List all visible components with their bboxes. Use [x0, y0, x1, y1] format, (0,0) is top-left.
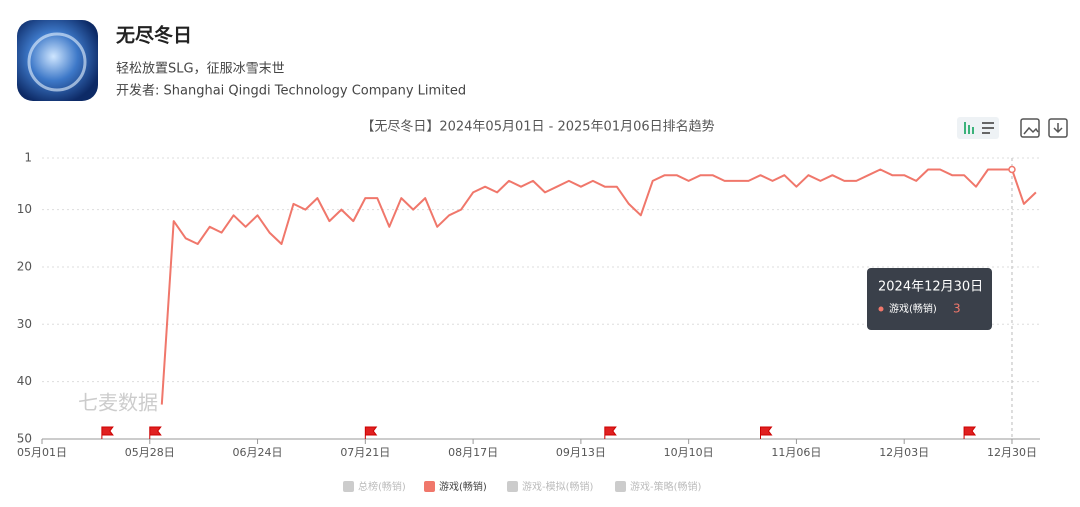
y-tick-label: 1 [24, 151, 32, 165]
x-tick-label: 12月30日 [987, 446, 1037, 459]
tooltip-dot [878, 306, 884, 312]
x-tick-label: 05月28日 [125, 446, 175, 459]
y-tick-label: 30 [17, 317, 32, 331]
y-tick-label: 10 [17, 202, 32, 216]
hover-point [1008, 165, 1016, 174]
x-tick-label: 11月06日 [771, 446, 821, 459]
x-tick-label: 10月10日 [664, 446, 714, 459]
x-tick-label: 12月03日 [879, 446, 929, 459]
event-flag [101, 426, 114, 439]
legend-label: 游戏-模拟(畅销) [522, 480, 594, 493]
icon-part [982, 127, 994, 129]
x-tick-label: 08月17日 [448, 446, 498, 459]
y-tick-label: 50 [17, 432, 32, 446]
legend-label: 游戏(畅销) [439, 480, 487, 493]
event-flag [364, 426, 378, 439]
save-image-button[interactable] [1020, 118, 1040, 138]
icon-part [964, 122, 966, 134]
icon-part [1023, 126, 1039, 135]
icon-part [968, 125, 970, 134]
legend-label: 游戏-策略(畅销) [630, 480, 702, 493]
legend-swatch [343, 481, 354, 492]
series-line [160, 168, 1037, 405]
developer: 开发者: Shanghai Qingdi Technology Company … [116, 83, 466, 99]
x-tick-label: 09月13日 [556, 446, 606, 459]
y-tick-label: 20 [17, 259, 32, 273]
event-flag [604, 426, 617, 439]
legend-swatch [615, 481, 626, 492]
tooltip-box [867, 268, 992, 330]
icon-part [982, 132, 990, 134]
icon-part [972, 127, 974, 134]
x-tick-label: 07月21日 [340, 446, 390, 459]
watermark: 七麦数据 [78, 391, 158, 415]
legend-label: 总榜(畅销) [358, 480, 406, 493]
chart-title: 【无尽冬日】2024年05月01日 - 2025年01月06日排名趋势 [361, 119, 714, 135]
icon-detail [27, 32, 87, 92]
app-name: 无尽冬日 [116, 24, 192, 47]
download-button[interactable] [1048, 118, 1068, 138]
legend-swatch [507, 481, 518, 492]
icon-part [982, 122, 994, 124]
legend-swatch [424, 481, 435, 492]
event-flag [963, 426, 977, 439]
icon-part [1053, 123, 1063, 134]
toolbar [957, 117, 1068, 139]
x-tick-label: 05月01日 [17, 446, 67, 459]
tooltip-date: 2024年12月30日 [878, 280, 983, 295]
app-subtitle: 轻松放置SLG，征服冰雪末世 [116, 62, 285, 77]
y-tick-label: 40 [17, 374, 32, 388]
tooltip-value: 3 [953, 302, 961, 316]
x-tick-label: 06月24日 [233, 446, 283, 459]
event-flag [760, 426, 773, 439]
event-flag [149, 426, 162, 439]
tooltip-series: 游戏(畅销) [889, 302, 937, 315]
